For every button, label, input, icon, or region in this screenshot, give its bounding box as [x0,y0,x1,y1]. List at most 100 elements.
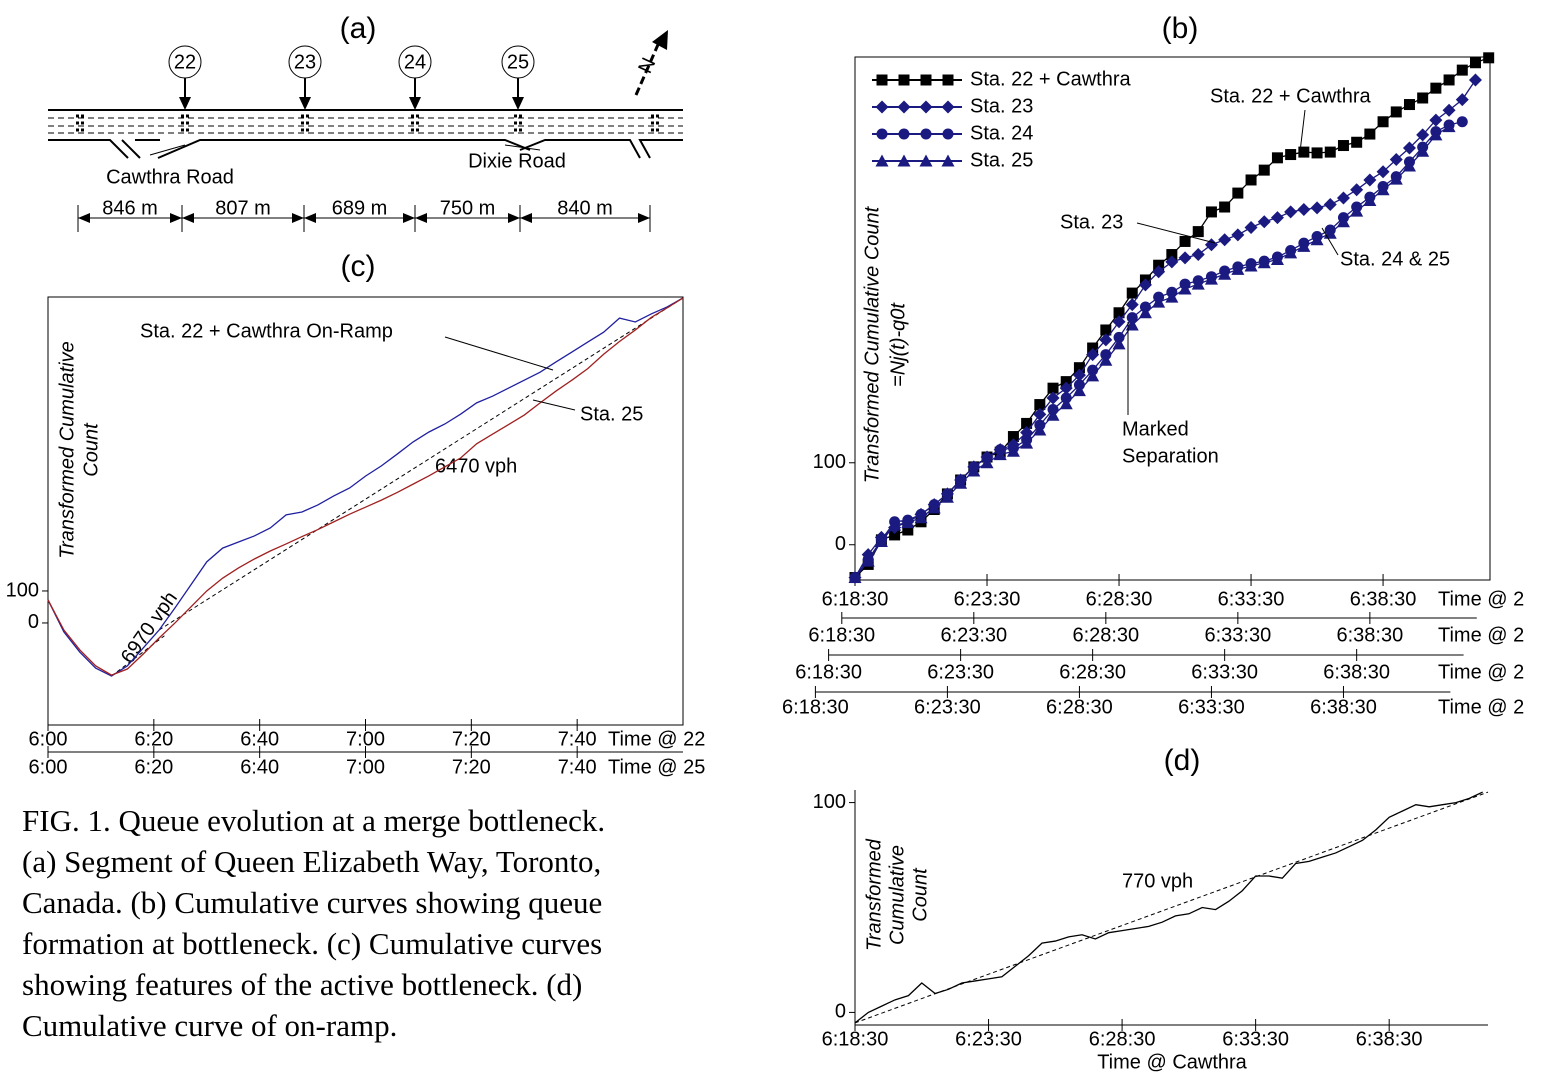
plot-frame [854,56,1491,581]
x-tick-label: 6:18:30 [782,696,849,718]
point [1324,146,1336,158]
point [1364,128,1376,140]
point [1258,164,1270,176]
detector [651,128,654,132]
point [1429,128,1443,141]
series-line [854,791,1483,1024]
point [1046,391,1060,405]
caption-line: FIG. 1. Queue evolution at a merge bottl… [22,803,605,838]
x-tick-label: 6:20 [134,756,173,778]
point [1402,159,1416,172]
point [1390,106,1402,118]
ramp [149,144,541,156]
x-tick-label: 6:28:30 [1059,661,1126,683]
point [1257,215,1271,229]
detector [181,121,184,125]
panel-label: (c) [341,250,376,283]
legend-marker [898,74,910,86]
x-tick-label: 6:33:30 [1204,624,1271,646]
x-tick-label: 6:00 [29,728,68,750]
point [940,490,954,503]
point [1204,272,1218,285]
point [1429,113,1443,127]
point [1442,103,1456,117]
point [1112,315,1126,329]
y-axis-label: Count [909,867,931,922]
point [1072,384,1086,397]
detector [306,128,309,132]
x-tick-label: 6:38:30 [1310,696,1377,718]
point [914,511,928,524]
dimension-arrow [520,213,532,223]
station-label: 22 [174,51,196,73]
point [1350,204,1364,217]
legend-marker [875,154,889,167]
detector [76,128,79,132]
point [1337,140,1349,152]
x-tick-label: 6:18:30 [808,624,875,646]
point [1442,120,1456,133]
dimension-arrow [78,213,90,223]
annotation: Marked [1122,418,1189,440]
y-axis-label: Transformed Cumulative Count [861,205,883,483]
detector [416,114,419,118]
point [1113,307,1125,319]
point [1284,246,1298,259]
annotation: Sta. 22 + Cawthra On-Ramp [140,320,393,342]
legend-marker [941,154,955,167]
detector [514,114,517,118]
point [1232,187,1244,199]
x-axis-label: Time @ 2 [1438,696,1524,718]
y-axis-label: Transformed Cumulative [56,341,78,558]
distance-label: 750 m [440,197,496,219]
y-tick-label: 0 [835,533,846,555]
point [1270,252,1284,265]
point [1284,205,1298,219]
detector [76,121,79,125]
y-tick-label: 0 [835,1001,846,1023]
point [954,476,968,489]
x-tick-label: 6:40 [240,728,279,750]
point [848,571,862,584]
point [1138,278,1152,292]
legend-marker [919,100,933,114]
point [1125,298,1139,312]
x-tick-label: 6:23:30 [914,696,981,718]
panel-label: (d) [1164,744,1201,777]
north-label: N [634,54,660,76]
detector [81,121,84,125]
road-label: Cawthra Road [106,166,234,188]
point [1034,399,1046,411]
point [1402,141,1416,155]
detector [416,128,419,132]
point [1376,183,1390,196]
point [1059,397,1073,410]
x-tick-label: 6:23:30 [927,661,994,683]
detector [411,121,414,125]
y-axis-label: =Nj(t)-q0t [887,302,909,387]
detector [81,128,84,132]
x-tick-label: 6:23:30 [955,1028,1022,1050]
point [1191,248,1205,262]
point [1351,136,1363,148]
x-tick-label: 6:00 [29,756,68,778]
x-axis-label: Time @ 2 [1438,661,1524,683]
point [1430,82,1442,94]
point [1245,174,1257,186]
detector [301,128,304,132]
legend-marker [876,74,888,86]
y-axis-label: Cumulative [886,845,908,945]
distance-label: 689 m [332,197,388,219]
detector [306,114,309,118]
plot-frame [47,296,684,726]
arrow-head [512,97,524,110]
point [1403,99,1415,111]
point [1191,277,1205,290]
detector [416,121,419,125]
annotation-leader [444,336,554,371]
legend-label: Sta. 23 [970,95,1033,117]
point [1297,239,1311,252]
dimension-arrow [415,213,427,223]
detector [186,121,189,125]
point [1178,282,1192,295]
